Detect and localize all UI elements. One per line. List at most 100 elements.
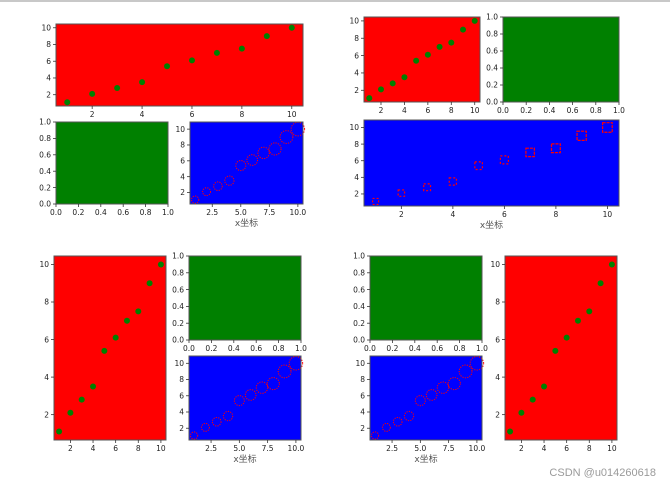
y-tick-label: 10 — [355, 359, 365, 368]
x-tick-label: 10.0 — [290, 208, 307, 217]
axes-face — [505, 256, 617, 440]
x-axis-label: x坐标 — [480, 219, 503, 231]
y-tick-label: 6 — [354, 51, 359, 60]
y-tick-label: 2 — [360, 424, 365, 433]
y-tick-label: 8 — [354, 34, 359, 43]
data-point — [222, 410, 234, 422]
x-tick-label: 7.5 — [443, 444, 455, 453]
x-axis-label: x坐标 — [235, 217, 258, 229]
y-tick-label: 4 — [354, 173, 359, 182]
x-tick-label: 0.6 — [117, 208, 129, 217]
axes-face — [56, 24, 303, 106]
data-point — [235, 160, 247, 172]
subplot-bl-red: 2 4 6 8 10 2 4 6 8 10 — [39, 255, 167, 453]
x-tick-label: 0.4 — [543, 106, 555, 115]
x-tick-label: 5.0 — [233, 444, 245, 453]
data-point — [139, 79, 146, 86]
data-point — [414, 395, 426, 407]
x-tick-label: 0.8 — [273, 344, 285, 353]
y-tick-label: 0.4 — [39, 167, 51, 176]
x-axis-label: x坐标 — [414, 453, 437, 465]
y-tick-label: 2 — [46, 90, 51, 99]
data-point — [213, 181, 223, 191]
y-tick-label: 4 — [354, 69, 359, 78]
data-point — [157, 261, 164, 268]
axes-face — [503, 17, 619, 102]
subplot-bl-blue: 2.5 5.0 7.5 10.0 2 4 6 8 10 x坐标 — [174, 355, 305, 465]
y-tick-label: 4 — [46, 74, 51, 83]
axes-face — [370, 256, 482, 340]
y-tick-label: 8 — [354, 140, 359, 149]
subplot-bl-green: 0.0 0.2 0.4 0.6 0.8 1.0 0.0 0.2 0.4 0.6 0.8 1.0 — [172, 252, 307, 353]
y-tick-label: 1.0 — [39, 118, 51, 127]
x-tick-label: 8 — [554, 210, 559, 219]
axes-spines — [188, 355, 302, 441]
data-markers — [64, 24, 295, 106]
data-point — [146, 280, 153, 287]
axes-face — [370, 356, 482, 440]
data-point — [608, 261, 615, 268]
y-tick-label: 8 — [180, 141, 185, 150]
data-point — [499, 155, 509, 165]
x-tick-label: 0.4 — [228, 344, 240, 353]
subplot-br-blue: 2.5 5.0 7.5 10.0 2 4 6 8 10 x坐标 — [355, 355, 485, 465]
y-tick-label: 0.0 — [39, 200, 51, 209]
data-point — [541, 383, 548, 390]
data-point — [458, 364, 473, 379]
data-point — [397, 189, 406, 197]
data-point — [213, 49, 220, 56]
subplot-tl-blue: 2.5 5.0 7.5 10.0 2 4 6 8 10 x坐标 — [175, 121, 307, 229]
x-tick-label: 10 — [156, 444, 166, 453]
data-point — [200, 422, 210, 432]
data-point — [89, 90, 96, 97]
x-tick-label: 0.2 — [72, 208, 84, 217]
data-point — [188, 57, 195, 64]
data-point — [471, 17, 478, 24]
x-tick-label: 8 — [239, 110, 244, 119]
y-tick-label: 0.0 — [172, 336, 184, 345]
data-point — [401, 74, 408, 81]
x-tick-label: 10.0 — [288, 444, 305, 453]
data-point — [257, 146, 270, 160]
x-tick-label: 2.5 — [386, 444, 398, 453]
data-markers — [191, 121, 306, 204]
axes-spines — [502, 16, 620, 103]
x-tick-label: 10 — [607, 444, 617, 453]
subplot-tr-red: 2 4 6 8 10 2 4 6 8 10 — [349, 16, 481, 115]
x-tick-label: 6 — [425, 106, 430, 115]
x-tick-label: 4 — [402, 106, 407, 115]
axes-spines — [188, 255, 302, 341]
data-point — [371, 197, 380, 206]
data-markers — [189, 356, 304, 440]
data-point — [366, 95, 373, 102]
x-tick-label: 0.6 — [250, 344, 262, 353]
y-tick-label: 2 — [354, 86, 359, 95]
x-tick-label: 0.2 — [520, 106, 532, 115]
x-tick-label: 8 — [587, 444, 592, 453]
axes-spines — [363, 16, 481, 103]
y-tick-label: 0.0 — [353, 336, 365, 345]
y-tick-label: 6 — [180, 157, 185, 166]
data-point — [266, 377, 280, 391]
data-point — [123, 317, 130, 324]
data-point — [279, 130, 294, 144]
x-tick-label: 4 — [91, 444, 96, 453]
axes-face — [189, 356, 301, 440]
x-tick-label: 6 — [502, 210, 507, 219]
y-tick-label: 10 — [174, 359, 184, 368]
subplot-tl-red: 2 4 6 8 10 2 4 6 8 10 — [41, 23, 304, 119]
x-tick-label: 0.0 — [50, 208, 62, 217]
y-tick-label: 6 — [46, 57, 51, 66]
y-tick-label: 1.0 — [353, 252, 365, 261]
y-tick-label: 10 — [490, 260, 500, 269]
x-tick-label: 1.0 — [162, 208, 174, 217]
axes-spines — [53, 255, 167, 441]
data-markers — [370, 356, 485, 440]
x-tick-label: 6 — [113, 444, 118, 453]
x-tick-label: 0.0 — [497, 106, 509, 115]
x-tick-label: 2.5 — [205, 444, 217, 453]
x-tick-label: 0.6 — [431, 344, 443, 353]
y-tick-label: 0.4 — [172, 302, 184, 311]
x-tick-label: 6 — [190, 110, 195, 119]
